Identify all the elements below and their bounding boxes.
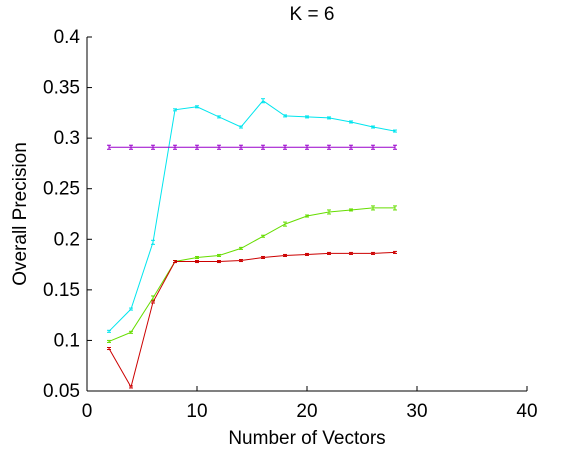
x-tick-label: 30 <box>406 401 427 422</box>
y-tick-label: 0.4 <box>54 27 81 48</box>
y-tick-label: 0.1 <box>54 330 80 351</box>
y-tick-label: 0.3 <box>54 128 80 149</box>
series-2 <box>107 144 397 150</box>
x-tick-label: 0 <box>82 401 93 422</box>
x-tick-label: 20 <box>296 401 317 422</box>
y-tick-label: 0.35 <box>43 78 80 99</box>
y-tick-label: 0.25 <box>43 179 80 200</box>
series-4 <box>107 250 397 389</box>
y-tick-label: 0.05 <box>43 381 80 402</box>
series-3 <box>107 205 397 343</box>
chart-title: K = 6 <box>290 4 335 25</box>
x-tick-label: 40 <box>516 401 537 422</box>
series-1 <box>107 98 397 333</box>
series-line <box>108 251 396 389</box>
x-axis-label: Number of Vectors <box>228 428 385 449</box>
y-tick-label: 0.15 <box>43 280 80 301</box>
series-line <box>108 207 395 342</box>
x-tick-label: 10 <box>186 401 207 422</box>
y-tick-label: 0.2 <box>54 229 80 250</box>
series-layer <box>107 98 397 389</box>
y-axis-label: Overall Precision <box>10 142 31 286</box>
axes: 0.05 0.1 0.15 0.2 0.25 0.3 0.35 0.4 0 10 20 30 40 <box>43 27 538 422</box>
series-line <box>108 100 396 332</box>
